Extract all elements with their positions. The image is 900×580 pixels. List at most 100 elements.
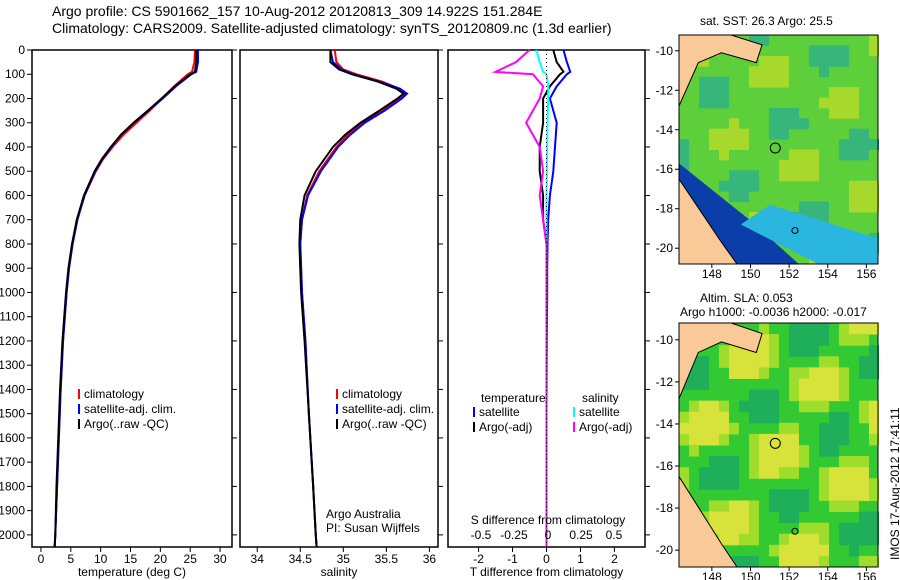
map-cell <box>679 149 689 161</box>
lon-tick-label: 148 <box>702 570 722 580</box>
legend-label: satellite-adj. clim. <box>84 402 176 416</box>
map-cell <box>769 66 779 78</box>
lon-tick-label: 152 <box>779 570 799 580</box>
legend-label: Argo(..raw -QC) <box>84 417 169 431</box>
map-cell <box>749 511 759 524</box>
map-cell <box>749 180 759 192</box>
map-cell <box>839 489 849 501</box>
map-cell <box>759 35 769 46</box>
series-line-t-argo--adj- <box>538 49 565 547</box>
map-cell <box>819 211 829 223</box>
map-cell <box>699 378 709 391</box>
map-cell <box>809 522 819 535</box>
legend-label: Argo(-adj) <box>579 420 632 434</box>
map-cell <box>739 500 749 513</box>
map-cell <box>739 400 749 413</box>
y-tick-label: 1100 <box>0 310 25 324</box>
map-cell <box>779 456 789 468</box>
map-cell <box>719 422 729 435</box>
map-cell <box>699 411 709 424</box>
map-cell <box>749 367 759 379</box>
x-tick-label: 35 <box>337 552 351 566</box>
map-cell <box>799 500 809 513</box>
map-cell <box>789 544 799 557</box>
map-cell <box>859 367 869 379</box>
map-cell <box>729 522 739 535</box>
map-cell <box>759 55 769 67</box>
y-tick-label: 400 <box>5 140 25 154</box>
map-cell <box>839 139 849 150</box>
map-cell <box>809 555 819 568</box>
map-cell <box>709 478 719 490</box>
map-cell <box>789 334 799 346</box>
map-cell <box>869 139 879 150</box>
map-cell <box>829 422 839 435</box>
series-line-satellite-adj--clim- <box>299 49 409 548</box>
map-cell <box>779 467 789 479</box>
map-cell <box>749 445 759 457</box>
map-cell <box>839 367 849 379</box>
map-cell <box>709 411 719 424</box>
map-cell <box>739 180 749 192</box>
map-cell <box>679 139 689 150</box>
map-cell <box>719 139 729 150</box>
map-cell <box>839 87 849 98</box>
map-cell <box>779 66 789 78</box>
lat-tick-label: -16 <box>656 459 674 473</box>
map-cell <box>849 97 859 109</box>
map-cell <box>789 170 799 182</box>
map-cell <box>819 66 829 78</box>
map-cell <box>779 128 789 140</box>
y-tick-label: 1600 <box>0 431 25 445</box>
map-cell <box>699 433 709 446</box>
argo-position-marker <box>769 142 781 154</box>
map-cell <box>839 378 849 391</box>
map-cell <box>819 489 829 501</box>
map-cell <box>719 356 729 368</box>
map-cell <box>869 191 879 203</box>
map-cell <box>709 139 719 150</box>
map-cell <box>869 180 879 192</box>
map-cell <box>809 149 819 161</box>
map-cell <box>779 445 789 457</box>
map-cell <box>679 422 689 435</box>
map-cell <box>779 489 789 501</box>
y-tick-label: 300 <box>5 116 25 130</box>
map-cell <box>799 378 809 391</box>
map-cell <box>799 334 809 346</box>
map-cell <box>859 411 869 424</box>
map-cell <box>799 159 809 171</box>
map-cell <box>859 489 869 501</box>
map-cell <box>849 467 859 479</box>
legend-swatch <box>573 422 575 432</box>
map-cell <box>839 467 849 479</box>
map-cell <box>839 389 849 402</box>
legend-label: Argo(-adj) <box>479 420 532 434</box>
map-cell <box>769 118 779 130</box>
lon-tick-label: 152 <box>779 267 799 281</box>
lon-tick-label: 156 <box>856 267 876 281</box>
map-cell <box>759 400 769 413</box>
y-tick-label: 1000 <box>0 285 25 299</box>
map-cell <box>819 478 829 490</box>
map-sst: 148 150 152 154 156 -10 -12 -14 -16 -18 -20 <box>656 34 879 281</box>
map-cell <box>719 533 729 546</box>
map-cell <box>769 456 779 468</box>
map-cell <box>789 118 799 130</box>
legend-swatch <box>78 389 80 399</box>
map-cell <box>759 345 769 357</box>
lat-tick-label: -12 <box>656 83 674 97</box>
map-cell <box>869 422 879 435</box>
map-cell <box>699 87 709 98</box>
map-cell <box>859 191 869 203</box>
cool-water <box>740 204 878 264</box>
reef-marker <box>791 226 799 234</box>
map-cell <box>819 433 829 446</box>
y-tick-label: 1200 <box>0 334 25 348</box>
map-cell <box>819 55 829 67</box>
map-cell <box>869 522 879 535</box>
map-cell <box>769 107 779 119</box>
map-cell <box>789 323 799 335</box>
map-cell <box>699 76 709 88</box>
legend-swatch <box>473 407 475 417</box>
